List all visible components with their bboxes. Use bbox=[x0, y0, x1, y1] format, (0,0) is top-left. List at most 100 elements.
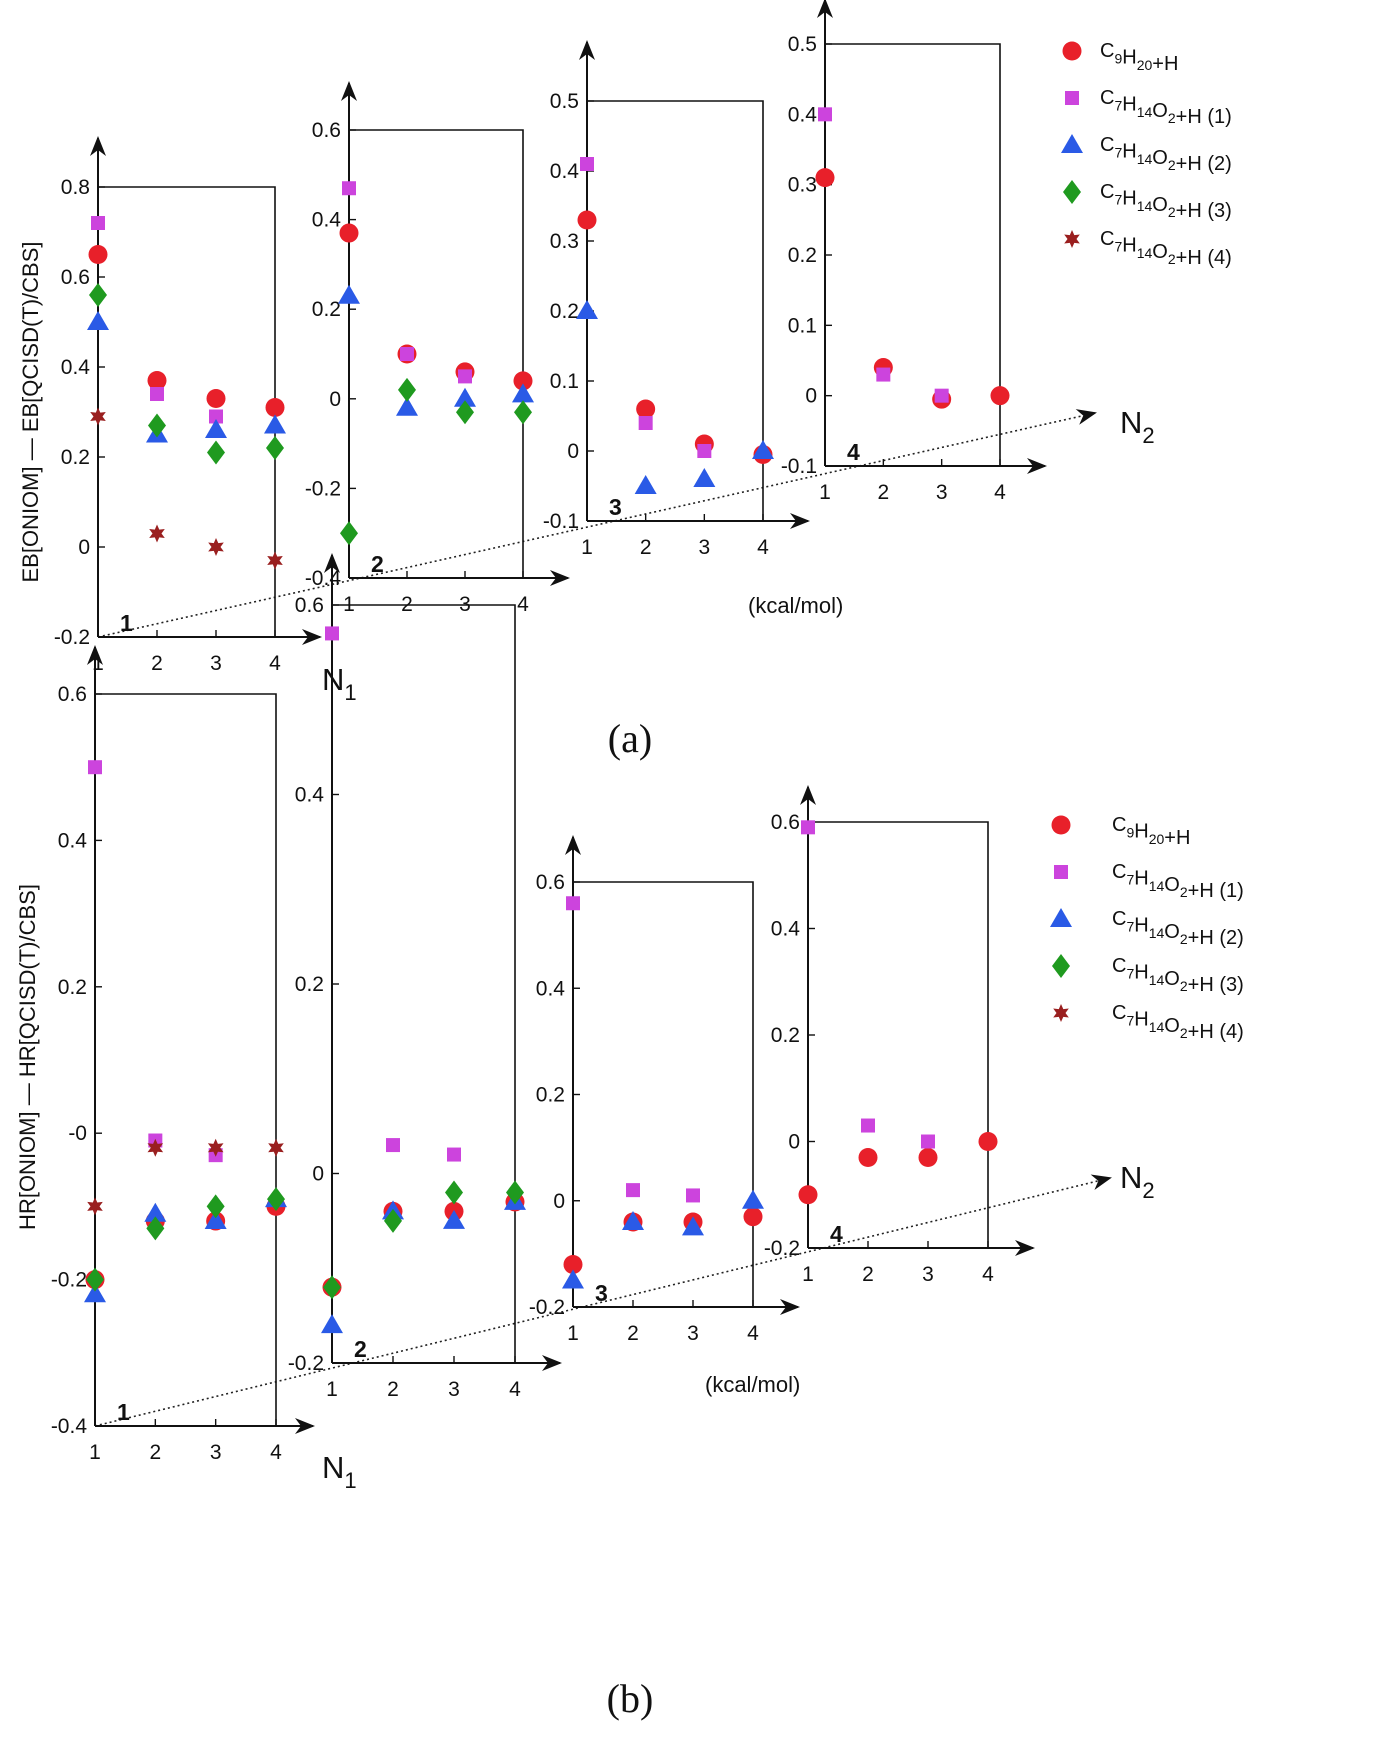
y-tick-label: 0.2 bbox=[61, 446, 90, 469]
data-point bbox=[204, 1210, 227, 1230]
legend-label: C7H14O2+H (1) bbox=[1112, 861, 1244, 902]
data-point bbox=[978, 1132, 998, 1151]
x-tick-label: 3 bbox=[210, 1441, 222, 1464]
data-point bbox=[801, 820, 815, 835]
data-point bbox=[325, 626, 339, 641]
x-tick-label: 2 bbox=[877, 481, 889, 504]
legend: C9H20+H C7H14O2+H (1) C7H14O2+H (2) C7H14O2… bbox=[1050, 814, 1244, 1043]
y-tick-label: 0 bbox=[567, 440, 579, 463]
data-point bbox=[512, 383, 534, 403]
data-point bbox=[577, 210, 597, 230]
panel-label: (b) bbox=[607, 1676, 654, 1721]
y-tick-label: -0.4 bbox=[305, 567, 342, 590]
data-point bbox=[208, 538, 224, 556]
subplot-4: -0.1 0 0.1 0.2 0.3 0.4 0.5 1 2 3 4 4 bbox=[781, 0, 1047, 504]
n2-index-label: 1 bbox=[120, 610, 133, 636]
data-point bbox=[89, 283, 107, 307]
y-axis-label: HR[ONIOM] — HR[QCISD(T)/CBS] bbox=[15, 884, 40, 1230]
legend-marker bbox=[1063, 180, 1081, 204]
data-point bbox=[206, 1194, 225, 1219]
data-point bbox=[340, 521, 358, 546]
data-point bbox=[321, 1314, 343, 1334]
x-tick-label: 2 bbox=[151, 652, 163, 675]
data-point bbox=[207, 440, 225, 465]
data-point bbox=[514, 400, 532, 425]
n2-index-label: 3 bbox=[609, 494, 622, 520]
y-tick-label: -0.2 bbox=[764, 1237, 800, 1260]
data-point bbox=[147, 1138, 164, 1157]
n1-axis-label: N1 bbox=[322, 662, 357, 705]
y-tick-label: 0.6 bbox=[295, 594, 324, 617]
data-point bbox=[88, 245, 108, 264]
data-point bbox=[934, 388, 949, 403]
legend-marker bbox=[1050, 908, 1072, 927]
legend-marker bbox=[1051, 815, 1071, 835]
y-tick-label: 0.2 bbox=[312, 298, 341, 321]
y-tick-label: 0.6 bbox=[58, 683, 87, 706]
data-point bbox=[921, 1134, 935, 1149]
y-tick-label: 0.4 bbox=[295, 784, 325, 807]
data-point bbox=[266, 436, 284, 460]
data-point bbox=[86, 1267, 104, 1292]
data-point bbox=[146, 1216, 165, 1241]
n2-axis-arrow bbox=[97, 409, 1097, 638]
x-tick-label: 3 bbox=[698, 536, 710, 559]
y-tick-label: 0.4 bbox=[58, 829, 88, 852]
n2-axis-label: N2 bbox=[1120, 1160, 1155, 1203]
y-tick-label: -0.1 bbox=[543, 510, 579, 533]
x-tick-label: 1 bbox=[326, 1378, 338, 1401]
legend-label: C7H14O2+H (2) bbox=[1112, 908, 1244, 949]
subplot-3: -0.200.20.40.61 2 3 43 bbox=[529, 835, 800, 1345]
data-point bbox=[144, 1202, 167, 1222]
subplot-frame bbox=[825, 43, 1001, 466]
x-tick-label: 3 bbox=[922, 1263, 934, 1286]
x-tick-label: 1 bbox=[567, 1322, 579, 1345]
x-tick-label: 2 bbox=[627, 1322, 639, 1345]
n1-axis-label: N1 bbox=[322, 1450, 357, 1493]
y-tick-label: 0.2 bbox=[295, 973, 324, 996]
data-point bbox=[88, 760, 102, 775]
y-axis-label: EB[ONIOM] — EB[QCISD(T)/CBS] bbox=[18, 241, 43, 582]
x-tick-label: 4 bbox=[509, 1378, 521, 1401]
data-point bbox=[626, 1183, 640, 1198]
data-point bbox=[91, 216, 105, 230]
data-point bbox=[87, 311, 109, 330]
y-tick-label: 0.2 bbox=[788, 244, 817, 267]
y-tick-label: -0.1 bbox=[781, 455, 817, 478]
subplot-4: -0.2 0 0.2 0.4 0.6 1 2 3 4 4 bbox=[764, 785, 1035, 1286]
data-point bbox=[513, 371, 533, 391]
chart-panel-a: -0.200.20.40.60.81 2 3 41-0.4-0.200.20.40.6… bbox=[18, 0, 1232, 761]
x-tick-label: 3 bbox=[687, 1322, 699, 1345]
legend-marker bbox=[1052, 954, 1070, 978]
data-point bbox=[268, 1138, 284, 1157]
subplot-2: -0.200.20.40.61 2 3 42 bbox=[288, 553, 562, 1401]
data-point bbox=[342, 181, 356, 196]
y-tick-label: 0.2 bbox=[771, 1024, 800, 1047]
subplot-frame bbox=[349, 129, 524, 578]
y-tick-label: 0.4 bbox=[788, 103, 818, 126]
subplot-frame bbox=[332, 604, 516, 1363]
n2-index-label: 2 bbox=[371, 551, 384, 577]
n2-index-label: 4 bbox=[830, 1221, 843, 1247]
x-tick-label: 2 bbox=[149, 1441, 161, 1464]
x-tick-label: 4 bbox=[994, 481, 1006, 504]
subplot-frame bbox=[573, 881, 754, 1307]
y-tick-label: 0.4 bbox=[61, 356, 91, 379]
y-tick-label: 0.4 bbox=[536, 977, 566, 1000]
data-point bbox=[207, 1138, 224, 1157]
data-point bbox=[990, 386, 1010, 406]
data-point bbox=[267, 1187, 285, 1212]
data-point bbox=[798, 1185, 818, 1205]
y-tick-label: -0.2 bbox=[529, 1296, 565, 1319]
data-point bbox=[636, 399, 656, 419]
data-point bbox=[743, 1207, 763, 1227]
y-tick-label: 0.6 bbox=[536, 871, 565, 894]
y-tick-label: 0 bbox=[553, 1190, 565, 1213]
data-point bbox=[209, 409, 223, 424]
x-tick-label: 4 bbox=[517, 593, 529, 616]
x-tick-label: 1 bbox=[89, 1441, 101, 1464]
data-point bbox=[323, 1275, 341, 1300]
legend-label: C7H14O2+H (1) bbox=[1100, 87, 1232, 128]
data-point bbox=[693, 468, 716, 487]
